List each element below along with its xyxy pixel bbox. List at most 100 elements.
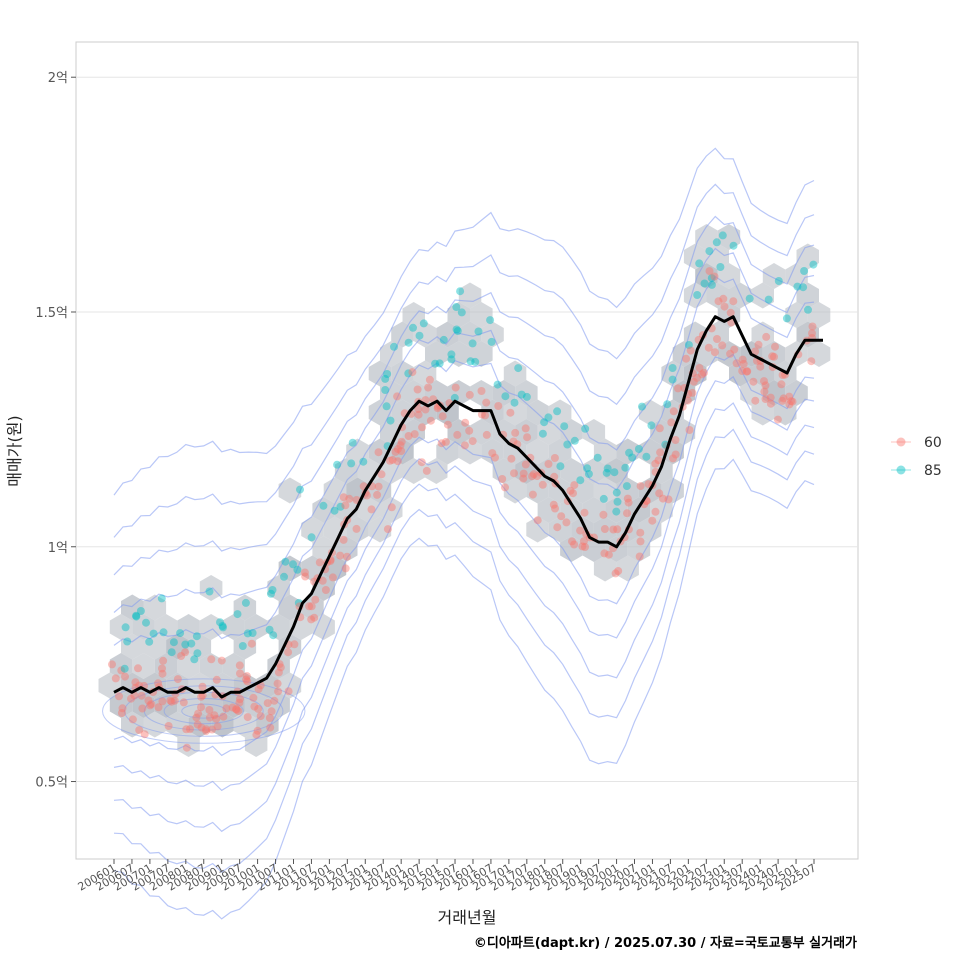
point-60 xyxy=(624,498,633,507)
hexbin-cell xyxy=(323,477,347,504)
hexbin-cell xyxy=(695,224,718,250)
point-60 xyxy=(785,400,794,409)
point-60 xyxy=(396,441,405,450)
point-60 xyxy=(158,664,166,673)
point-60 xyxy=(726,308,735,317)
hexbin-cell xyxy=(301,555,324,582)
point-85 xyxy=(216,618,224,627)
point-60 xyxy=(761,381,770,390)
hexbin-cell xyxy=(380,419,403,445)
point-85 xyxy=(510,398,519,407)
point-60 xyxy=(710,348,719,357)
hexbin-cell xyxy=(740,380,763,406)
point-85 xyxy=(382,402,391,411)
point-60 xyxy=(738,367,747,375)
hexbin-cell xyxy=(717,224,741,250)
hexbin-cell xyxy=(278,633,302,660)
point-60 xyxy=(739,359,748,368)
point-60 xyxy=(421,405,430,414)
point-60 xyxy=(453,430,462,439)
point-60 xyxy=(742,367,751,376)
point-85 xyxy=(233,610,242,619)
point-60 xyxy=(770,352,778,361)
hexbin-cell xyxy=(132,614,155,640)
point-85 xyxy=(238,642,247,650)
point-85 xyxy=(668,364,677,372)
point-85 xyxy=(243,629,252,638)
hexbin-cell xyxy=(548,516,572,543)
hexbin-cell xyxy=(301,594,324,621)
point-85 xyxy=(268,586,277,594)
point-60 xyxy=(689,377,698,386)
point-60 xyxy=(557,512,566,521)
hexbin-cell xyxy=(706,321,729,348)
point-85 xyxy=(241,598,250,607)
point-60 xyxy=(253,726,262,735)
hexbin-cell xyxy=(132,692,155,718)
point-60 xyxy=(656,448,665,457)
point-60 xyxy=(341,564,350,573)
point-60 xyxy=(579,537,588,546)
hexbin-cell xyxy=(751,282,774,309)
point-60 xyxy=(267,707,276,716)
point-60 xyxy=(374,448,383,457)
hexbin-cell xyxy=(762,341,786,367)
hexbin-cell xyxy=(526,438,549,465)
point-85 xyxy=(218,622,227,630)
hexbin-cell xyxy=(774,399,797,426)
point-60 xyxy=(235,698,244,707)
point-60 xyxy=(254,704,263,713)
point-60 xyxy=(111,674,120,683)
point-85 xyxy=(471,357,480,366)
point-60 xyxy=(173,675,182,684)
point-85 xyxy=(176,629,185,638)
point-60 xyxy=(205,713,214,722)
point-60 xyxy=(367,505,376,514)
point-85 xyxy=(419,319,428,328)
point-60 xyxy=(506,408,515,417)
point-60 xyxy=(686,346,695,355)
point-85 xyxy=(668,375,677,384)
point-60 xyxy=(477,410,486,419)
point-60 xyxy=(170,696,179,705)
point-60 xyxy=(569,489,577,498)
point-85 xyxy=(149,629,158,638)
point-60 xyxy=(491,453,499,462)
point-85 xyxy=(157,594,166,603)
point-85 xyxy=(522,392,531,401)
hexbin-cell xyxy=(278,555,302,582)
point-60 xyxy=(443,420,452,429)
point-85 xyxy=(700,279,709,288)
point-60 xyxy=(118,704,127,713)
point-60 xyxy=(693,373,701,382)
hexbin-cell xyxy=(211,711,234,738)
point-60 xyxy=(404,432,413,440)
hexbin-cell xyxy=(334,536,358,562)
hexbin-cell xyxy=(616,438,639,465)
hexbin-cell xyxy=(312,497,335,523)
contour-line xyxy=(113,147,815,496)
hexbin-cell xyxy=(751,360,774,387)
point-60 xyxy=(182,743,191,752)
point-60 xyxy=(576,526,585,535)
point-85 xyxy=(544,413,553,422)
hexbin-cell xyxy=(548,438,572,465)
point-60 xyxy=(729,297,738,306)
point-60 xyxy=(743,367,752,376)
point-60 xyxy=(761,395,770,403)
point-60 xyxy=(807,357,816,366)
point-60 xyxy=(198,682,207,691)
point-60 xyxy=(115,692,123,701)
hexbin-cell xyxy=(492,380,516,406)
point-60 xyxy=(243,713,252,722)
point-60 xyxy=(519,469,528,478)
trend-layer xyxy=(113,315,823,699)
hexbin-cell xyxy=(222,653,245,679)
point-85 xyxy=(169,638,178,647)
point-60 xyxy=(749,377,758,386)
point-85 xyxy=(452,303,461,311)
hexbin-cell xyxy=(638,516,662,543)
contour-line xyxy=(113,215,815,576)
point-60 xyxy=(760,387,769,396)
point-60 xyxy=(276,663,285,672)
